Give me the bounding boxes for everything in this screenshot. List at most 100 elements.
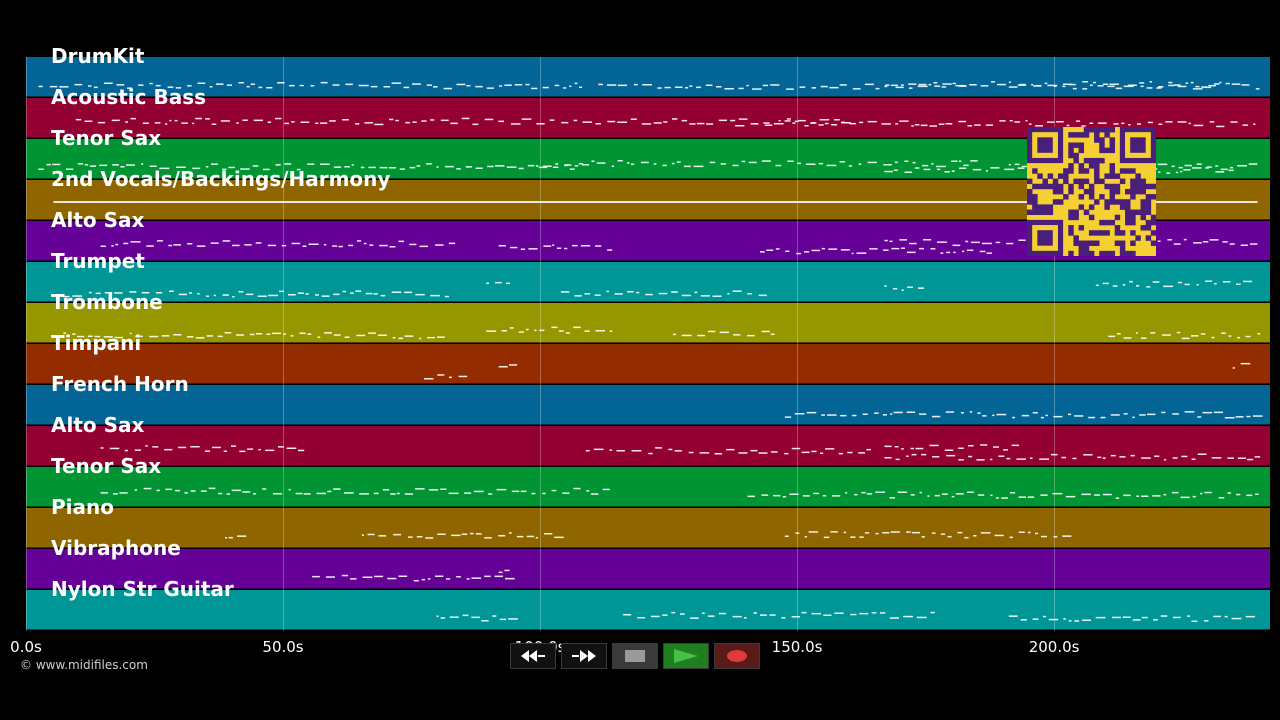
note-mark xyxy=(1123,413,1128,415)
note-mark xyxy=(1093,81,1096,84)
note-mark xyxy=(614,293,623,295)
note-mark xyxy=(302,245,307,247)
note-mark xyxy=(697,334,705,337)
note-mark xyxy=(440,119,449,122)
note-mark xyxy=(1110,414,1120,416)
record-button[interactable] xyxy=(714,643,760,669)
note-mark xyxy=(430,119,435,121)
note-mark xyxy=(362,576,373,578)
note-mark xyxy=(672,333,677,336)
note-mark xyxy=(1204,86,1212,89)
note-mark xyxy=(741,160,746,163)
note-mark xyxy=(617,160,623,162)
note-mark xyxy=(518,167,524,170)
note-mark xyxy=(446,578,451,580)
note-mark xyxy=(839,161,846,163)
note-mark xyxy=(120,166,125,168)
note-mark xyxy=(1158,123,1163,125)
note-mark xyxy=(505,577,515,580)
note-mark xyxy=(864,532,870,534)
note-mark xyxy=(1102,83,1109,85)
note-mark xyxy=(486,87,494,89)
note-mark xyxy=(795,532,800,534)
note-mark xyxy=(308,243,319,245)
note-mark xyxy=(333,488,341,490)
note-mark xyxy=(657,87,662,89)
note-mark xyxy=(841,122,851,124)
note-mark xyxy=(428,489,439,491)
piano-roll: DrumKit Acoustic Bass Tenor Sax 2nd Vocals/… xyxy=(26,45,1270,631)
note-mark xyxy=(126,164,135,166)
note-mark xyxy=(1209,239,1219,241)
track-lane: Timpani xyxy=(26,332,1270,384)
note-mark xyxy=(195,337,205,339)
note-mark xyxy=(237,535,247,537)
note-mark xyxy=(823,536,830,539)
note-mark xyxy=(205,118,210,120)
note-mark xyxy=(169,119,172,122)
note-mark xyxy=(378,535,387,537)
note-mark xyxy=(832,495,841,497)
note-mark xyxy=(46,163,51,166)
note-mark xyxy=(895,458,900,461)
grid-line xyxy=(797,57,799,631)
note-mark xyxy=(266,87,273,89)
note-mark xyxy=(1213,83,1220,85)
note-mark xyxy=(268,294,278,297)
note-mark xyxy=(1230,121,1238,123)
note-mark xyxy=(236,122,239,124)
rewind-button[interactable] xyxy=(510,643,556,669)
note-mark xyxy=(1130,454,1135,457)
note-mark xyxy=(348,244,354,247)
note-mark xyxy=(637,617,646,619)
note-mark xyxy=(1150,332,1156,334)
note-mark xyxy=(775,164,782,167)
note-mark xyxy=(1097,85,1104,87)
track-notes xyxy=(75,117,1256,128)
note-mark xyxy=(848,165,853,167)
note-mark xyxy=(175,87,182,89)
note-mark xyxy=(923,239,932,241)
note-mark xyxy=(1171,491,1179,494)
note-mark xyxy=(664,86,671,89)
note-mark xyxy=(444,295,449,298)
note-mark xyxy=(59,86,69,88)
note-mark xyxy=(636,291,640,294)
note-mark xyxy=(1168,81,1173,84)
note-mark xyxy=(338,245,343,248)
note-mark xyxy=(1089,122,1094,124)
note-mark xyxy=(1192,88,1203,90)
note-mark xyxy=(912,161,916,164)
note-mark xyxy=(327,490,332,493)
note-mark xyxy=(157,240,163,242)
note-mark xyxy=(520,490,527,493)
note-mark xyxy=(291,121,295,123)
note-mark xyxy=(231,489,242,492)
note-mark xyxy=(231,445,237,447)
note-mark xyxy=(1003,449,1009,451)
note-mark xyxy=(127,87,132,89)
note-mark xyxy=(791,616,801,618)
fast-forward-button[interactable] xyxy=(561,643,607,669)
note-mark xyxy=(100,245,106,247)
play-button[interactable] xyxy=(663,643,709,669)
note-mark xyxy=(574,165,579,167)
note-mark xyxy=(738,87,744,90)
note-mark xyxy=(1208,84,1216,87)
stop-button[interactable] xyxy=(612,643,658,669)
note-mark xyxy=(1065,495,1076,498)
note-mark xyxy=(746,84,749,87)
note-mark xyxy=(735,125,745,127)
note-mark xyxy=(680,613,685,615)
note-mark xyxy=(1253,123,1256,125)
note-mark xyxy=(1225,82,1230,85)
note-mark xyxy=(839,84,847,86)
note-mark xyxy=(929,444,939,447)
note-mark xyxy=(481,620,489,622)
note-mark xyxy=(663,121,668,123)
note-mark xyxy=(919,491,922,494)
note-mark xyxy=(781,617,786,619)
note-mark xyxy=(222,168,227,171)
note-mark xyxy=(852,88,861,90)
note-mark xyxy=(1246,494,1253,497)
